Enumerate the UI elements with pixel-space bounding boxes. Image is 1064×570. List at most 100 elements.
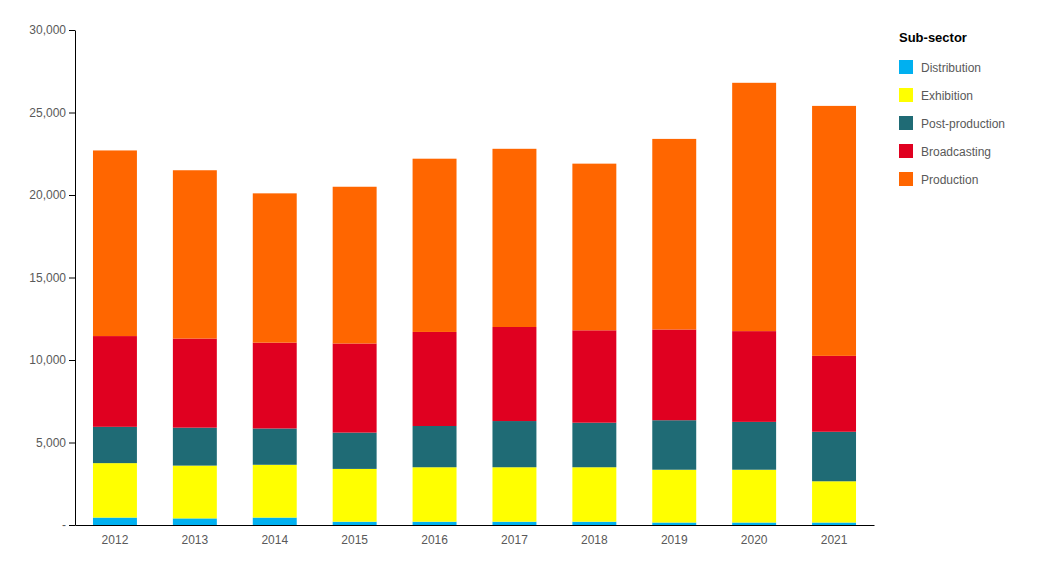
bar [812,106,856,356]
bar [173,170,217,338]
bar [572,467,616,521]
x-tick-label: 2021 [821,533,848,547]
bar [93,150,137,336]
bar [732,523,776,525]
bar [413,332,457,426]
y-tick-label: 20,000 [29,188,66,202]
x-tick-label: 2017 [501,533,528,547]
bar [812,356,856,432]
legend-title: Sub-sector [899,30,967,45]
bar [652,470,696,523]
legend-swatch [899,88,913,102]
bars [93,83,856,525]
bar [413,467,457,521]
y-tick: 25,000 [29,106,75,120]
bar [812,481,856,522]
y-tick-label: 25,000 [29,106,66,120]
plot: 2012 2013 2014 2015 2016 2017 2018 2019 2020 2021… [29,23,874,546]
bar [333,344,377,433]
legend: Sub-sector Distribution Exhibition Post-pro… [899,30,1005,187]
bar [492,149,536,327]
series-bars [93,420,856,481]
bar [572,330,616,422]
x-tick-label: 2019 [661,533,688,547]
series-bars [93,463,856,522]
x-tick-label: 2018 [581,533,608,547]
y-tick: 5,000 [36,436,75,450]
bar [93,427,137,463]
bar [173,428,217,466]
legend-item: Exhibition [899,88,973,103]
bar [93,336,137,427]
bar [173,466,217,519]
bar [333,469,377,522]
bar [253,428,297,464]
x-tick-label: 2014 [261,533,288,547]
x-tick: 2021 [821,533,848,547]
bar [253,193,297,342]
bar [732,331,776,422]
y-tick-label: 5,000 [36,436,66,450]
bar [572,522,616,525]
bar [812,523,856,525]
y-tick: 20,000 [29,188,75,202]
x-tick: 2012 [102,533,129,547]
legend-label: Distribution [921,61,981,75]
legend-label: Broadcasting [921,145,991,159]
x-axis: 2012 2013 2014 2015 2016 2017 2018 2019 2020 2021 [76,526,875,547]
chart: 2012 2013 2014 2015 2016 2017 2018 2019 2020 2021… [0,0,1064,570]
bar [572,423,616,468]
bar [333,522,377,525]
y-tick-mark [69,443,75,444]
y-tick-label: 30,000 [29,23,66,37]
bar [93,518,137,525]
x-tick: 2016 [421,533,448,547]
y-tick-mark [69,278,75,279]
y-tick-mark [69,30,75,31]
x-tick: 2020 [741,533,768,547]
bar [413,522,457,525]
legend-swatch [899,60,913,74]
bar [413,426,457,467]
x-tick: 2019 [661,533,688,547]
bar [572,164,616,331]
y-axis: - 5,000 10,000 15,000 20,000 25,000 30,000 [29,23,75,532]
bar [173,339,217,428]
legend-item: Post-production [899,116,1005,131]
bar [492,421,536,467]
x-tick: 2018 [581,533,608,547]
y-axis-line [75,31,76,526]
series-bars [93,83,856,356]
bar [173,518,217,525]
x-tick-label: 2020 [741,533,768,547]
y-tick: 10,000 [29,353,75,367]
legend-swatch [899,116,913,130]
y-tick-mark [69,113,75,114]
bar [93,463,137,517]
bar [333,433,377,469]
y-tick-label: - [62,518,66,532]
bar [812,432,856,482]
legend-label: Production [921,173,978,187]
legend-label: Post-production [921,117,1005,131]
x-tick: 2015 [341,533,368,547]
x-axis-line [76,525,875,526]
y-tick-mark [69,360,75,361]
bar [492,522,536,525]
y-tick: 15,000 [29,271,75,285]
legend-item: Broadcasting [899,144,991,159]
bar [413,159,457,332]
bar [652,523,696,525]
legend-swatch [899,144,913,158]
x-tick-label: 2012 [102,533,129,547]
y-tick: 30,000 [29,23,75,37]
bar [253,465,297,518]
y-tick-mark [69,195,75,196]
x-tick-label: 2015 [341,533,368,547]
bar [492,327,536,421]
x-tick: 2017 [501,533,528,547]
bar [732,422,776,470]
x-tick: 2013 [181,533,208,547]
bar [492,467,536,521]
y-tick-mark [69,525,75,526]
